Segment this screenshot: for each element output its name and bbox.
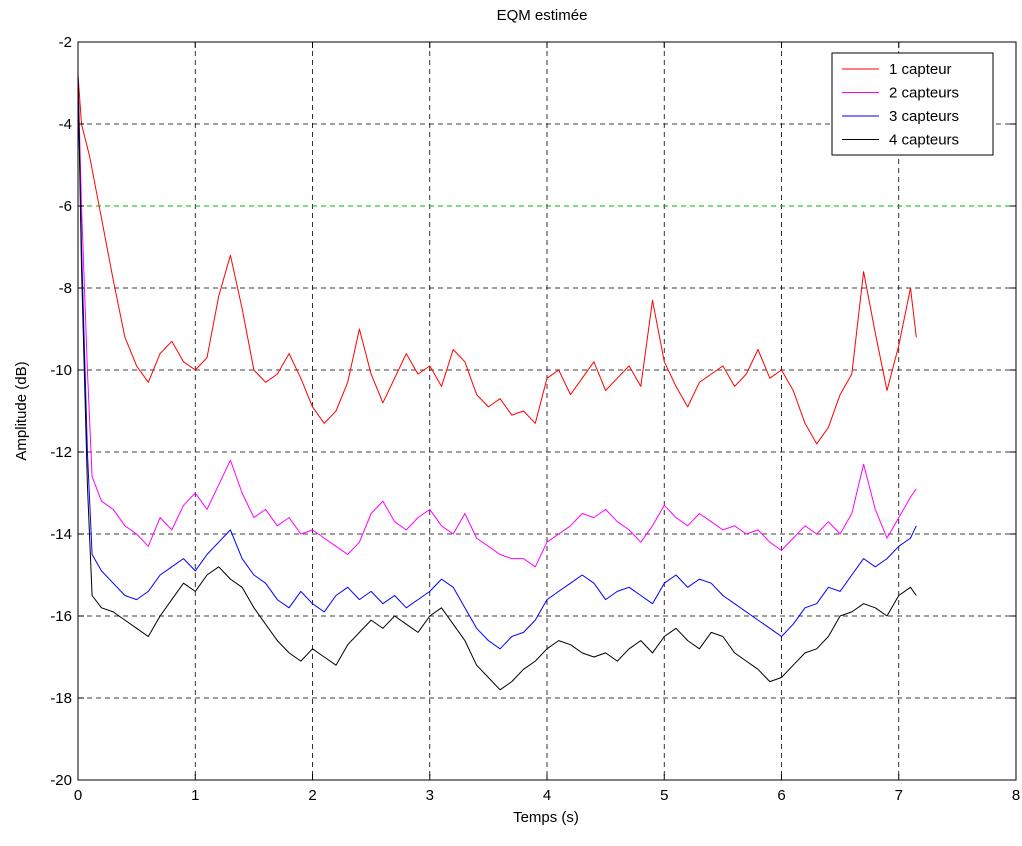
y-tick-label: -12 [50,444,72,461]
y-tick-label: -16 [50,608,72,625]
y-tick-label: -14 [50,526,72,543]
y-tick-label: -8 [59,280,72,297]
x-tick-label: 5 [660,787,668,804]
chart-title: EQM estimée [497,7,588,24]
legend-label: 2 capteurs [889,85,959,102]
x-tick-label: 7 [895,787,903,804]
y-tick-label: -2 [59,34,72,51]
legend-label: 3 capteurs [889,108,959,125]
x-tick-label: 1 [191,787,199,804]
legend-label: 4 capteurs [889,132,959,149]
y-tick-label: -4 [59,116,72,133]
series-line-3 [77,74,917,650]
x-tick-label: 0 [74,787,82,804]
y-tick-label: -6 [59,198,72,215]
ticks: 0 1 2 3 4 5 6 7 8 -2 -4 -6 -8 -10 -12 -14 -16 -18 -20 [50,34,1020,804]
x-tick-label: 6 [777,787,785,804]
grid [78,42,1016,780]
legend: 1 capteur 2 capteurs 3 capteurs 4 capteurs [831,52,994,156]
legend-label: 1 capteur [889,61,952,78]
x-tick-label: 3 [426,787,434,804]
y-axis-label: Amplitude (dB) [13,361,30,460]
y-tick-label: -20 [50,772,72,789]
series-line-1 [77,74,917,445]
legend-box [831,52,994,156]
series-line-2 [77,74,917,568]
x-tick-label: 8 [1012,787,1020,804]
x-tick-label: 2 [308,787,316,804]
series-line-4 [77,74,917,691]
y-tick-label: -18 [50,690,72,707]
series-layer [77,74,917,691]
y-tick-label: -10 [50,362,72,379]
x-axis-label: Temps (s) [513,809,579,826]
x-tick-label: 4 [543,787,551,804]
